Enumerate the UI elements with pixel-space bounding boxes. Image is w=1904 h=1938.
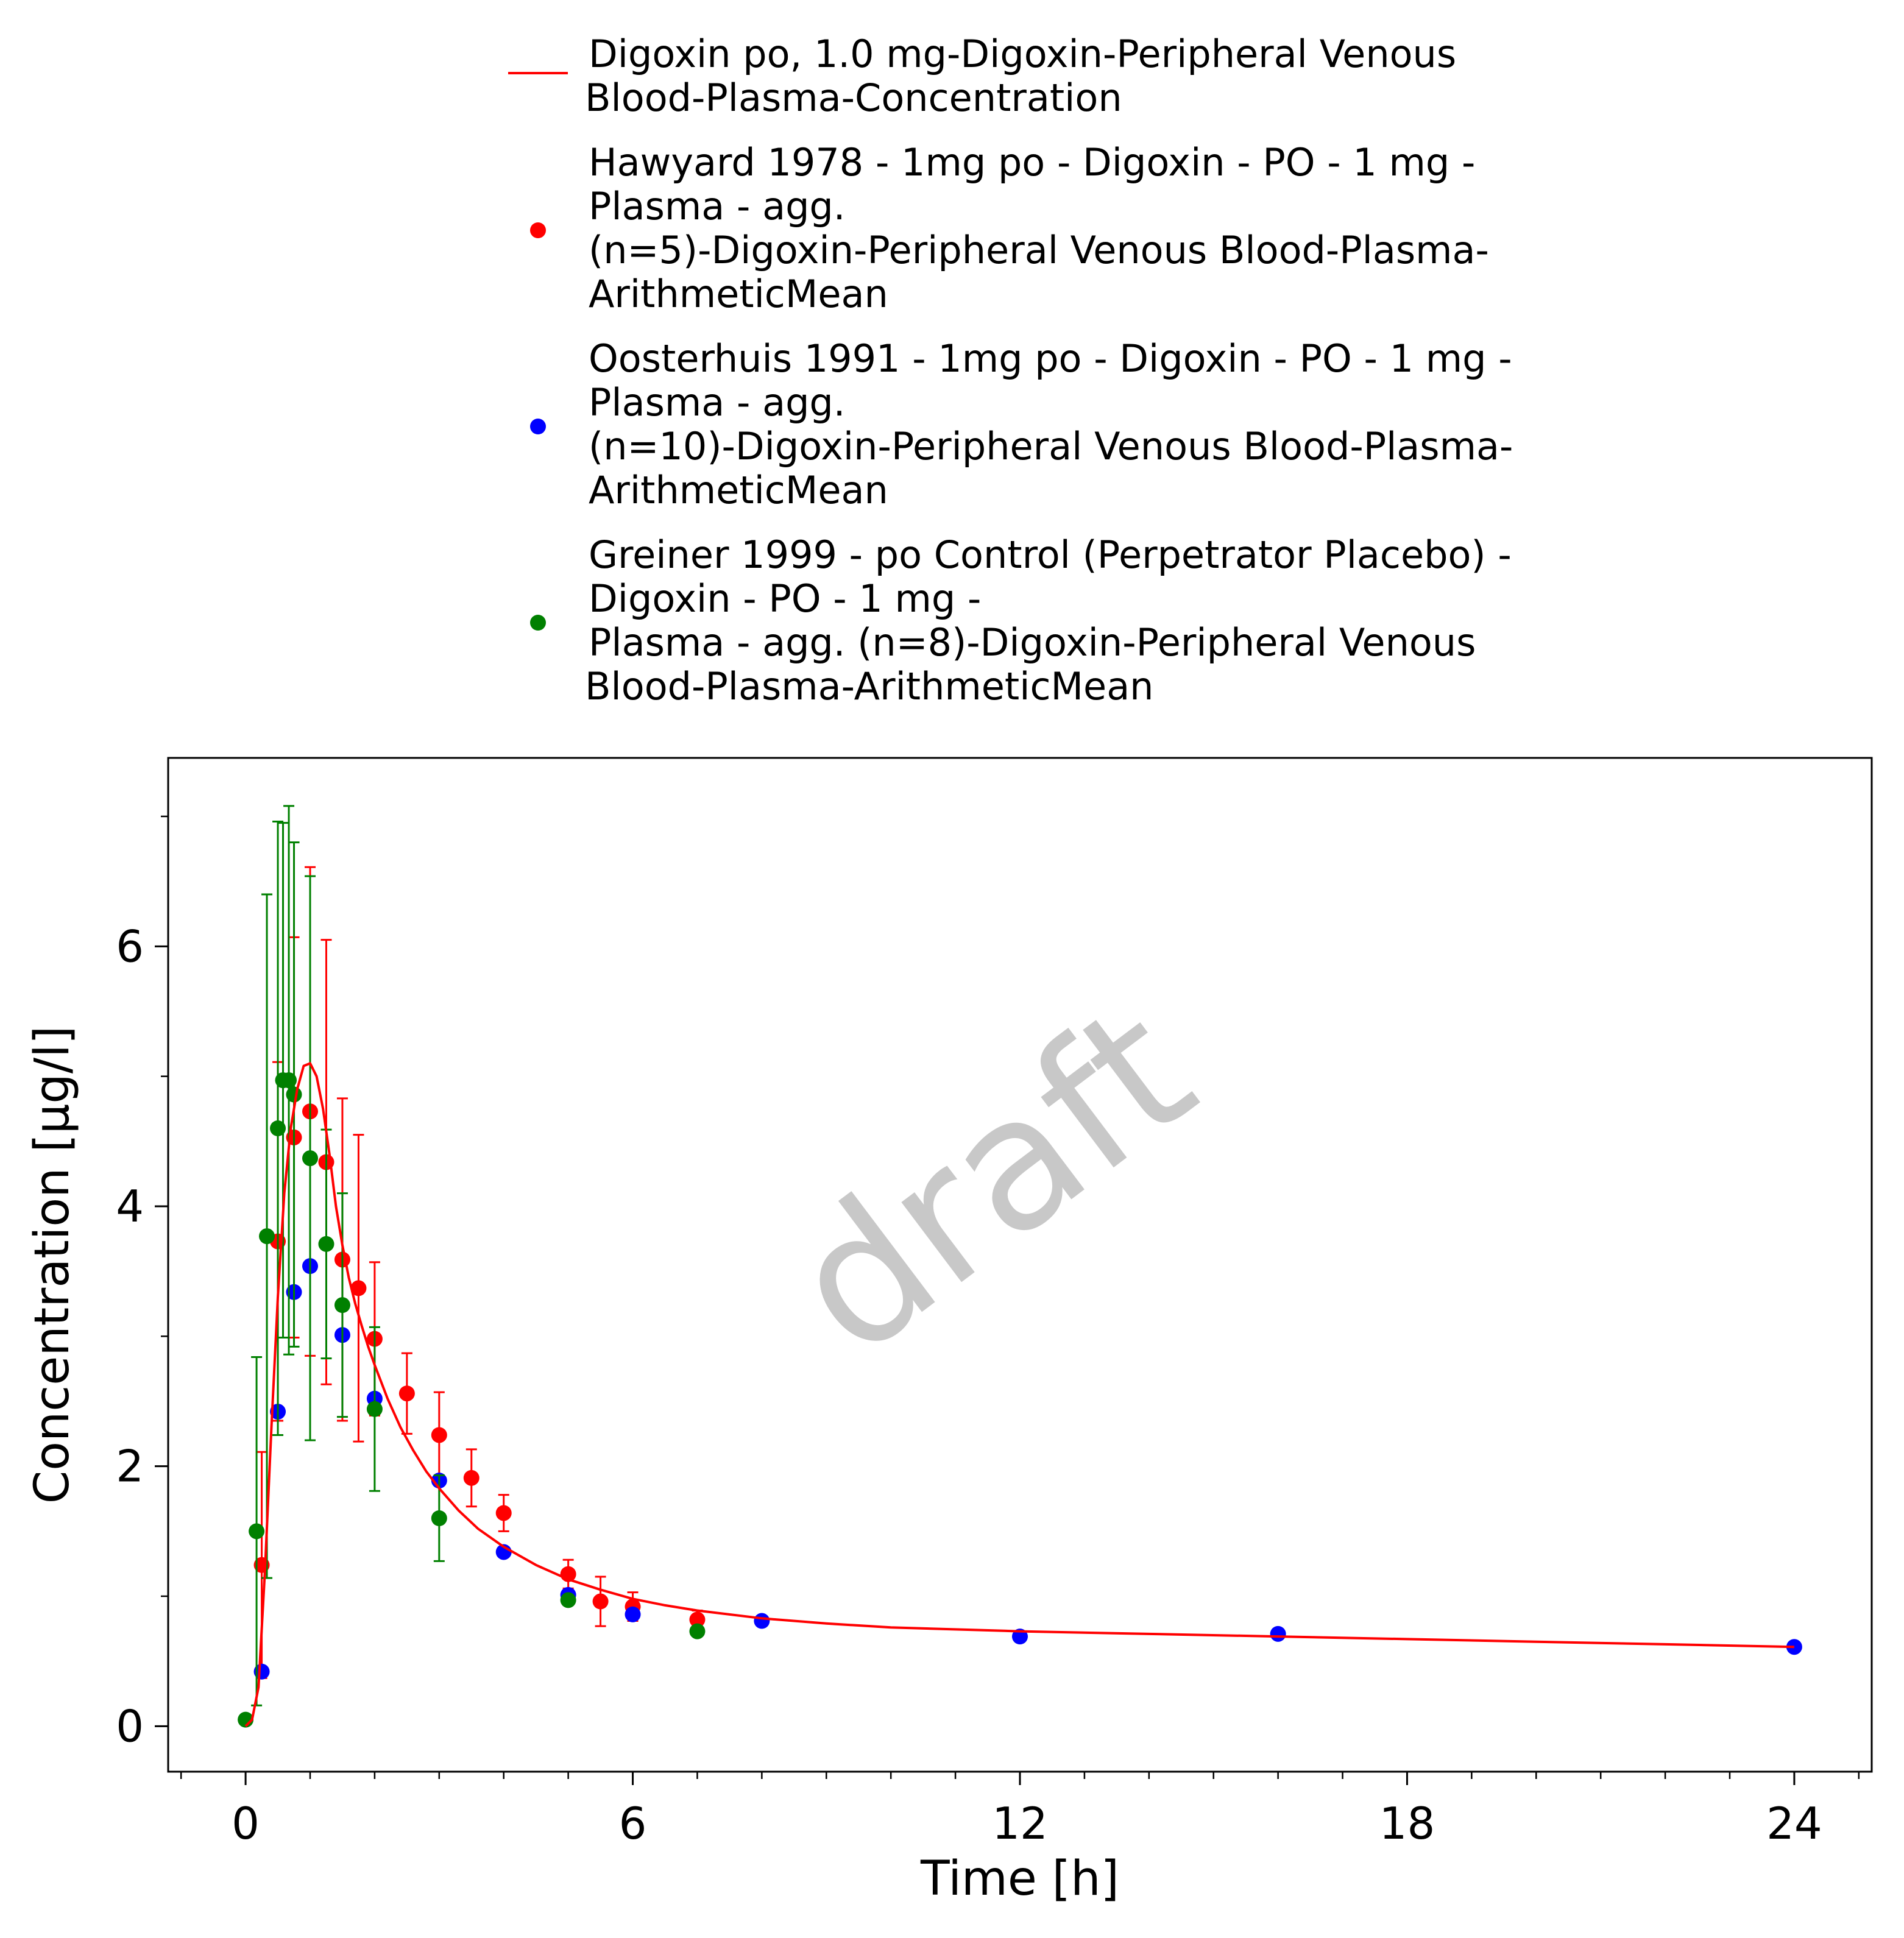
legend-marker-swatch (530, 222, 546, 238)
y-axis-label: Concentration [µg/l] (25, 1026, 80, 1504)
data-point (689, 1611, 706, 1628)
x-tick-label: 12 (992, 1798, 1048, 1849)
legend-marker-swatch (530, 419, 546, 434)
legend-label-line: Digoxin po, 1.0 mg-Digoxin-Peripheral Ve… (589, 32, 1456, 76)
data-point (560, 1592, 576, 1608)
y-tick-label: 6 (116, 921, 144, 972)
data-point (754, 1613, 770, 1629)
y-tick-label: 4 (116, 1181, 144, 1232)
data-point (463, 1469, 480, 1486)
data-point (281, 1072, 297, 1089)
legend-item-3: Greiner 1999 - po Control (Perpetrator P… (530, 532, 1512, 709)
legend-label-line: Blood-Plasma-Concentration (585, 76, 1122, 120)
data-point (259, 1228, 275, 1245)
data-point (286, 1086, 302, 1103)
data-point (249, 1523, 265, 1540)
data-point (431, 1510, 447, 1526)
legend-label-line: Hawyard 1978 - 1mg po - Digoxin - PO - 1… (589, 140, 1475, 185)
data-point (592, 1593, 609, 1610)
x-tick-label: 0 (232, 1798, 260, 1849)
data-point (495, 1505, 512, 1521)
data-point (366, 1401, 383, 1417)
data-point (431, 1427, 447, 1443)
legend: Digoxin po, 1.0 mg-Digoxin-Peripheral Ve… (508, 32, 1513, 709)
legend-label-line: ArithmeticMean (589, 272, 888, 316)
series-3 (238, 805, 706, 1728)
series-layer (238, 805, 1802, 1728)
legend-label-line: Oosterhuis 1991 - 1mg po - Digoxin - PO … (589, 336, 1512, 381)
legend-marker-swatch (530, 615, 546, 631)
legend-label-line: Greiner 1999 - po Control (Perpetrator P… (589, 532, 1512, 577)
data-point (318, 1236, 334, 1252)
legend-label-line: ArithmeticMean (589, 468, 888, 512)
data-point (334, 1297, 350, 1314)
legend-label-line: Plasma - agg. (589, 184, 846, 228)
data-point (302, 1150, 318, 1167)
series-2 (253, 1258, 1802, 1680)
series-0 (244, 1062, 1794, 1727)
x-axis-label: Time [h] (920, 1851, 1119, 1906)
series-1 (253, 866, 706, 1679)
legend-item-2: Oosterhuis 1991 - 1mg po - Digoxin - PO … (530, 336, 1513, 512)
legend-label-line: (n=10)-Digoxin-Peripheral Venous Blood-P… (589, 424, 1513, 469)
x-tick-label: 6 (619, 1798, 647, 1849)
legend-label-line: Digoxin - PO - 1 mg - (589, 576, 981, 621)
data-point (350, 1280, 367, 1296)
legend-label-line: Plasma - agg. (589, 380, 846, 425)
data-point (1270, 1625, 1286, 1642)
legend-item-1: Hawyard 1978 - 1mg po - Digoxin - PO - 1… (530, 140, 1489, 316)
x-tick-label: 24 (1766, 1798, 1822, 1849)
series-line (244, 1062, 1794, 1727)
data-point (1786, 1639, 1802, 1655)
data-point (625, 1606, 641, 1622)
y-tick-label: 2 (116, 1441, 144, 1492)
legend-label-line: Plasma - agg. (n=8)-Digoxin-Peripheral V… (589, 620, 1476, 665)
data-point (398, 1385, 415, 1402)
data-point (270, 1120, 286, 1136)
data-point (689, 1623, 706, 1639)
watermark-text: draft (754, 964, 1230, 1396)
legend-item-0: Digoxin po, 1.0 mg-Digoxin-Peripheral Ve… (508, 32, 1456, 120)
legend-label-line: (n=5)-Digoxin-Peripheral Venous Blood-Pl… (589, 228, 1489, 272)
data-point (253, 1663, 270, 1680)
x-tick-label: 18 (1379, 1798, 1435, 1849)
legend-label-line: Blood-Plasma-ArithmeticMean (585, 664, 1153, 709)
y-tick-label: 0 (116, 1700, 144, 1752)
